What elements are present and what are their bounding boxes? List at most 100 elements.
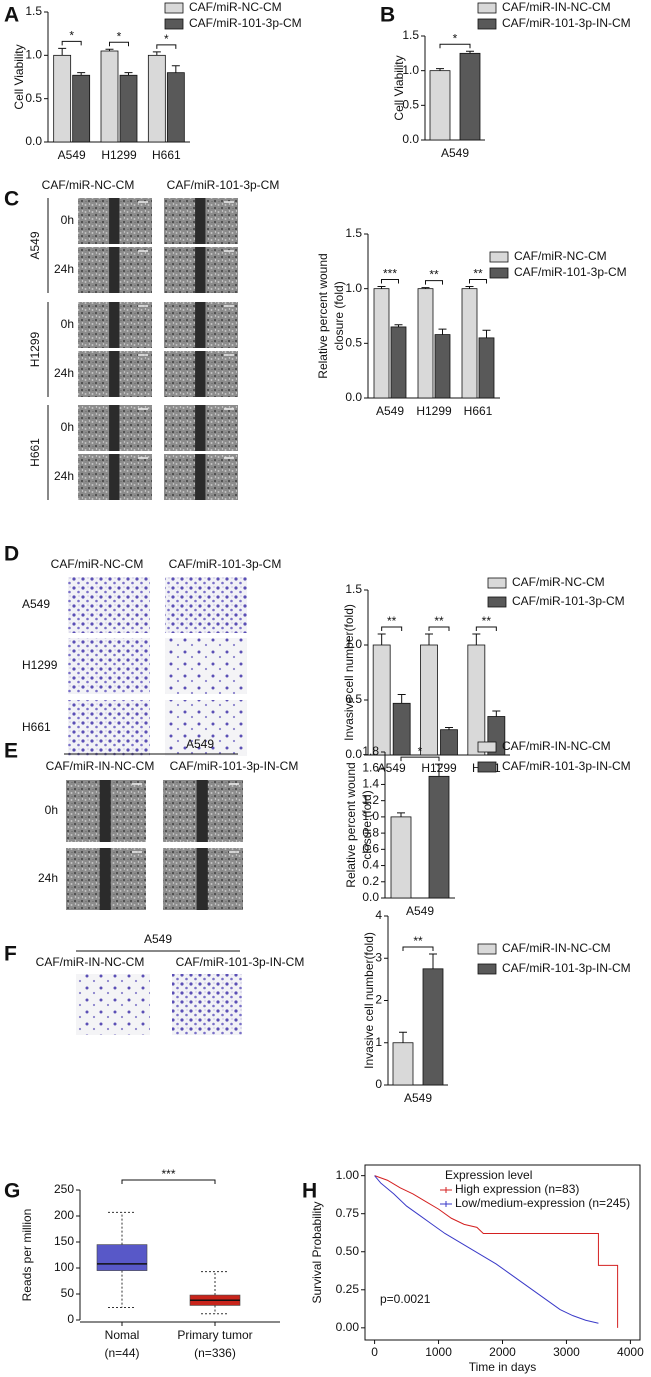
- error-bar: [377, 285, 386, 289]
- survival-curve: [374, 1175, 599, 1324]
- y-tick-label: 250: [54, 1182, 74, 1196]
- error-bar: [466, 50, 474, 54]
- legend-swatch: [164, 18, 184, 30]
- time-label: 24h: [38, 871, 58, 885]
- column-label: CAF/miR-101-3p-CM: [169, 557, 282, 571]
- error-bar: [472, 633, 481, 645]
- error-bar: [421, 287, 430, 289]
- y-axis-label: Relative percent wound: [316, 253, 330, 378]
- x-tick-label: 3000: [553, 1345, 580, 1359]
- error-bar: [397, 812, 405, 817]
- significance-bracket: [475, 626, 497, 631]
- legend-swatch: [164, 2, 184, 14]
- legend-label: CAF/miR-101-3p-IN-CM: [502, 16, 631, 30]
- error-bar: [394, 324, 403, 327]
- micrograph: [76, 974, 150, 1035]
- y-axis-label: Invasive cell number(fold): [342, 604, 356, 741]
- y-axis-label: Cell Viability: [12, 44, 26, 109]
- legend-swatch: [489, 251, 509, 263]
- legend-label: CAF/miR-IN-NC-CM: [502, 739, 611, 753]
- x-tick-label: A549: [376, 404, 404, 418]
- y-tick-label: 1.0: [345, 637, 362, 651]
- bar: [461, 288, 478, 399]
- x-tick-label: H661: [152, 148, 181, 162]
- column-label: CAF/miR-101-3p-IN-CM: [170, 759, 299, 773]
- bar: [434, 334, 451, 399]
- significance-bracket: [402, 946, 434, 952]
- legend-label: CAF/miR-101-3p-IN-CM: [502, 961, 631, 975]
- bar: [429, 70, 451, 141]
- survival-curve: [374, 1175, 619, 1328]
- significance-label: **: [413, 934, 423, 948]
- panel-label: H: [302, 1180, 317, 1203]
- significance-bracket: [156, 44, 177, 49]
- error-bar: [399, 1031, 407, 1043]
- legend-label: CAF/miR-101-3p-IN-CM: [502, 759, 631, 773]
- time-label: 24h: [54, 366, 74, 380]
- significance-label: **: [482, 614, 492, 628]
- y-tick-label: 1.0: [345, 281, 362, 295]
- y-tick-label: 0.6: [362, 842, 379, 856]
- micrograph: [172, 974, 242, 1035]
- legend-label: CAF/miR-NC-CM: [512, 575, 605, 589]
- significance-label: *: [164, 32, 169, 46]
- legend-swatch: [487, 596, 507, 608]
- column-label: CAF/miR-NC-CM: [51, 557, 144, 571]
- x-tick-label: A549: [441, 146, 469, 160]
- micrograph: [68, 577, 150, 633]
- bar: [422, 968, 444, 1086]
- y-tick-label: 0: [375, 1077, 382, 1091]
- legend-label: CAF/miR-101-3p-CM: [514, 265, 627, 279]
- y-tick-label: 1.5: [25, 4, 42, 18]
- error-bar: [397, 694, 406, 704]
- significance-bracket: [61, 40, 82, 46]
- significance-label: *: [69, 29, 74, 43]
- y-tick-label: 1.5: [402, 28, 419, 42]
- micrograph: [68, 638, 150, 694]
- error-bar: [152, 51, 161, 56]
- bar: [459, 52, 481, 141]
- bar: [417, 288, 434, 399]
- row-label: H661: [22, 720, 51, 734]
- y-axis-label: Survival Probability: [310, 1201, 324, 1303]
- y-tick-label: 0.4: [362, 858, 379, 872]
- micrograph: [165, 577, 247, 633]
- x-tick-label: H661: [464, 404, 493, 418]
- micrograph: [68, 700, 150, 756]
- significance-bracket: [381, 626, 403, 631]
- y-tick-label: 0.25: [336, 1282, 360, 1296]
- error-bar: [58, 47, 67, 56]
- bar: [100, 50, 119, 143]
- panel-label: E: [4, 740, 18, 763]
- y-tick-label: 0.0: [362, 890, 379, 904]
- significance-bracket: [469, 278, 487, 284]
- sample-size: (n=336): [194, 1346, 236, 1360]
- legend-label: CAF/miR-IN-NC-CM: [502, 0, 611, 14]
- legend-label: High expression (n=83): [455, 1182, 579, 1196]
- time-label: 24h: [54, 469, 74, 483]
- time-label: 24h: [54, 262, 74, 276]
- whisker: [108, 1270, 136, 1309]
- significance-label: ***: [161, 1167, 175, 1181]
- y-tick-label: 0.8: [362, 825, 379, 839]
- significance-label: **: [387, 614, 397, 628]
- panel-label: D: [4, 543, 19, 566]
- x-axis-label: Time in days: [469, 1360, 537, 1374]
- row-label: H1299: [22, 658, 58, 672]
- y-tick-label: 0.00: [336, 1320, 360, 1334]
- row-label: H661: [28, 438, 42, 467]
- legend-swatch: [477, 741, 497, 753]
- y-tick-label: 1.4: [362, 777, 379, 791]
- x-tick-label: 2000: [489, 1345, 516, 1359]
- micrograph: [165, 638, 247, 694]
- y-tick-label: 0.5: [345, 692, 362, 706]
- bar: [390, 816, 412, 899]
- y-tick-label: 4: [375, 908, 382, 922]
- y-tick-label: 1.00: [336, 1168, 360, 1182]
- legend-label: CAF/miR-101-3p-CM: [512, 594, 625, 608]
- wound-gap: [195, 405, 206, 451]
- y-tick-label: 0.75: [336, 1206, 360, 1220]
- y-tick-label: 1.0: [362, 809, 379, 823]
- legend-title: Expression level: [445, 1168, 532, 1182]
- legend-swatch: [440, 1201, 452, 1207]
